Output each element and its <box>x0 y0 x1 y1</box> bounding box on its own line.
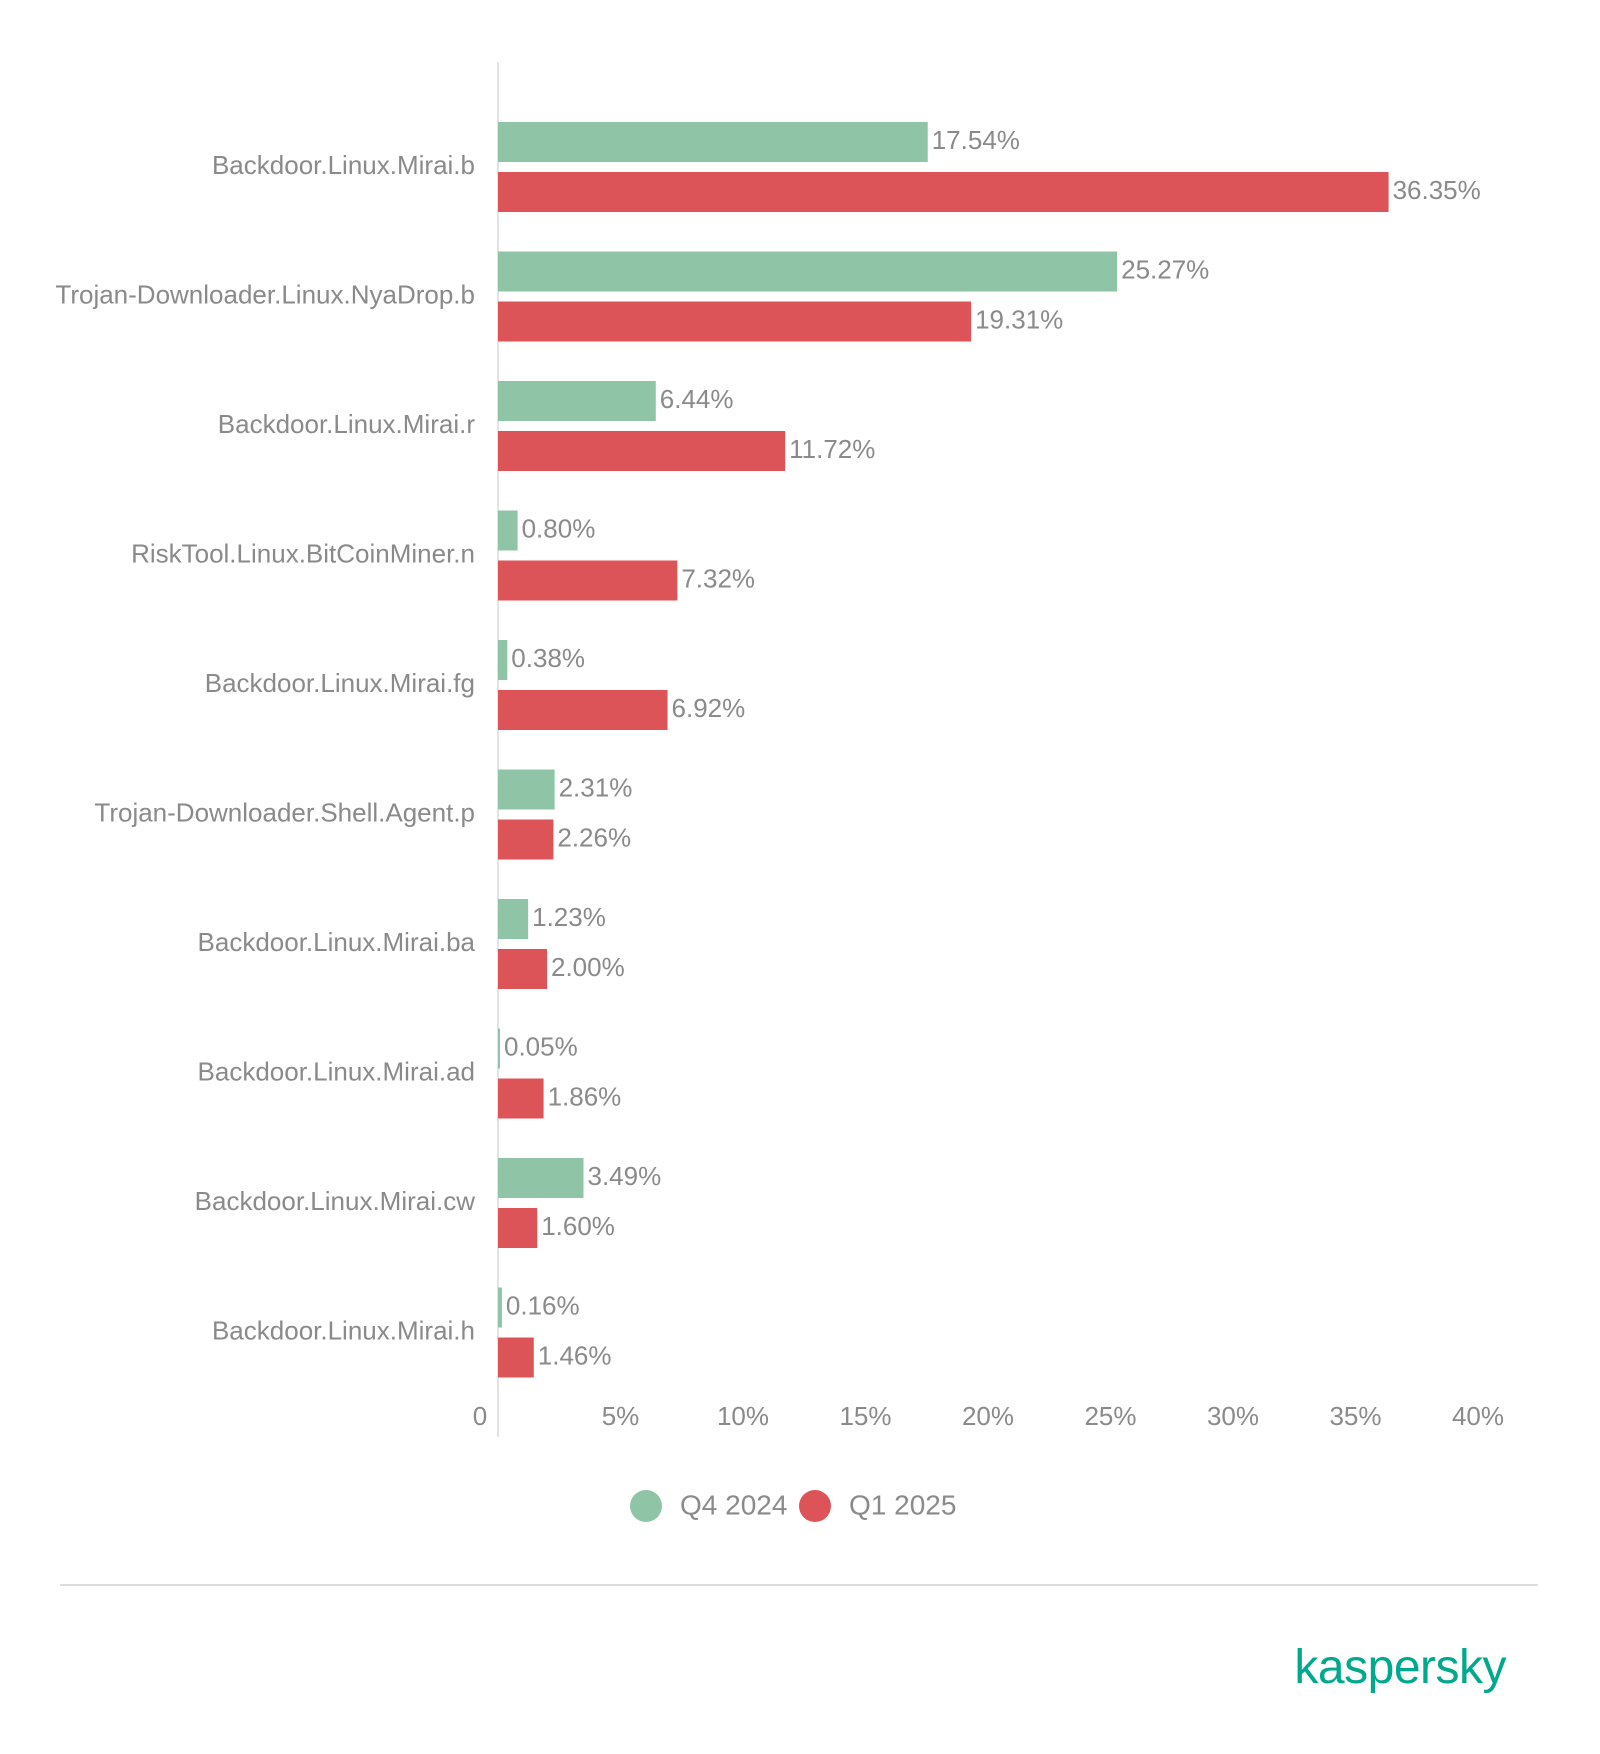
data-label: 1.86% <box>548 1081 622 1111</box>
data-label: 2.26% <box>557 822 631 852</box>
bar <box>498 122 928 162</box>
category-label: Backdoor.Linux.Mirai.ba <box>198 927 476 957</box>
tick-label: 25% <box>1084 1401 1136 1431</box>
legend-swatch <box>630 1490 662 1522</box>
bar <box>498 819 554 860</box>
data-label: 7.32% <box>681 563 755 593</box>
tick-label: 15% <box>839 1401 891 1431</box>
data-label: 3.49% <box>588 1161 662 1191</box>
tick-label: 20% <box>962 1401 1014 1431</box>
category-label: Backdoor.Linux.Mirai.fg <box>205 668 475 698</box>
data-label: 1.60% <box>541 1211 615 1241</box>
bar <box>498 640 508 680</box>
category-labels: Backdoor.Linux.Mirai.b Trojan-Downloader.… <box>55 150 475 1346</box>
data-label: 6.44% <box>660 384 734 414</box>
category-label: Backdoor.Linux.Mirai.h <box>212 1315 475 1345</box>
tick-label: 35% <box>1329 1401 1381 1431</box>
category-label: Backdoor.Linux.Mirai.r <box>218 409 476 439</box>
data-label: 0.80% <box>522 513 596 543</box>
bar <box>498 1287 502 1328</box>
bar <box>498 769 555 810</box>
legend-label: Q4 2024 <box>680 1489 787 1520</box>
category-label: Trojan-Downloader.Linux.NyaDrop.b <box>55 279 475 309</box>
bar <box>498 899 529 939</box>
data-label: 0.16% <box>506 1290 580 1320</box>
bar <box>498 949 547 989</box>
tick-label: 30% <box>1207 1401 1259 1431</box>
bar <box>498 301 972 342</box>
data-label: 19.31% <box>975 304 1063 334</box>
category-label: Backdoor.Linux.Mirai.cw <box>195 1186 476 1216</box>
legend-label: Q1 2025 <box>849 1489 956 1520</box>
category-label: Backdoor.Linux.Mirai.ad <box>198 1056 475 1086</box>
bar <box>498 1337 534 1378</box>
tick-label: 0 <box>473 1401 487 1431</box>
data-label: 1.46% <box>538 1340 612 1370</box>
bar <box>498 1158 584 1198</box>
data-label: 0.38% <box>511 643 585 673</box>
category-label: Backdoor.Linux.Mirai.b <box>212 150 475 180</box>
data-label: 2.31% <box>559 772 633 802</box>
category-label: Trojan-Downloader.Shell.Agent.p <box>94 797 475 827</box>
data-label: 0.05% <box>504 1031 578 1061</box>
data-label: 1.23% <box>532 902 606 932</box>
bar <box>498 1078 544 1119</box>
bar <box>498 381 656 421</box>
data-label: 6.92% <box>672 693 746 723</box>
bar <box>498 431 786 471</box>
bar <box>498 560 678 601</box>
category-label: RiskTool.Linux.BitCoinMiner.n <box>131 538 475 568</box>
bar <box>498 1208 538 1248</box>
data-label: 25.27% <box>1121 254 1209 284</box>
bars <box>498 122 1389 1378</box>
bar <box>498 510 518 551</box>
legend: Q4 2024 Q1 2025 <box>630 1489 956 1522</box>
bar <box>498 251 1118 292</box>
data-label: 2.00% <box>551 952 625 982</box>
legend-swatch <box>799 1490 831 1522</box>
footer-divider <box>60 1584 1538 1586</box>
tick-label: 40% <box>1452 1401 1504 1431</box>
kaspersky-logo: kaspersky <box>1294 1641 1506 1694</box>
data-label: 11.72% <box>789 434 875 464</box>
tick-label: 5% <box>602 1401 640 1431</box>
bar <box>498 172 1389 212</box>
x-axis-ticks: 0 5% 10% 15% 20% 25% 30% 35% 40% <box>473 1401 1504 1431</box>
bar <box>498 690 668 730</box>
bar <box>498 1028 500 1069</box>
value-labels: 17.54% 36.35% 25.27% 19.31% 6.44% 11.72% 0.80%… <box>504 125 1481 1371</box>
tick-label: 10% <box>717 1401 769 1431</box>
data-label: 17.54% <box>932 125 1020 155</box>
data-label: 36.35% <box>1393 175 1481 205</box>
